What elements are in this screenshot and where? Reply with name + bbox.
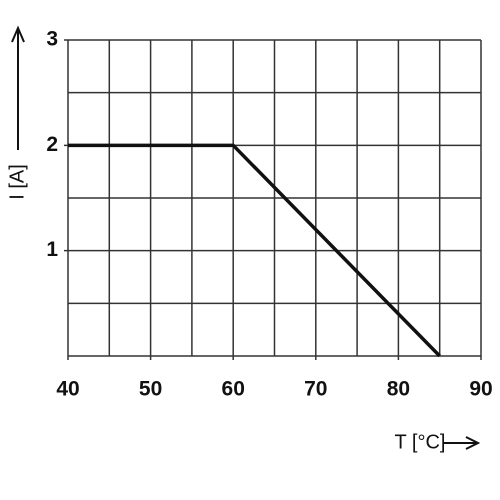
x-axis-arrow <box>444 436 481 450</box>
x-tick-label: 80 <box>387 378 410 401</box>
x-axis-label: T [°C] <box>395 431 446 453</box>
grid <box>64 39 482 360</box>
x-tick-label: 90 <box>469 378 492 401</box>
x-tick-label: 40 <box>56 378 79 401</box>
labels: 40 50 60 70 80 90 1 2 3 <box>46 28 492 401</box>
x-tick-label: 70 <box>304 378 327 401</box>
y-axis-label: I [A] <box>6 164 28 200</box>
data-line <box>68 143 441 358</box>
x-tick-label: 50 <box>139 378 162 401</box>
y-tick-label: 2 <box>46 133 58 156</box>
y-axis-arrow <box>11 25 25 150</box>
y-tick-label: 3 <box>46 28 58 51</box>
x-tick-label: 60 <box>222 378 245 401</box>
y-tick-label: 1 <box>46 238 58 261</box>
